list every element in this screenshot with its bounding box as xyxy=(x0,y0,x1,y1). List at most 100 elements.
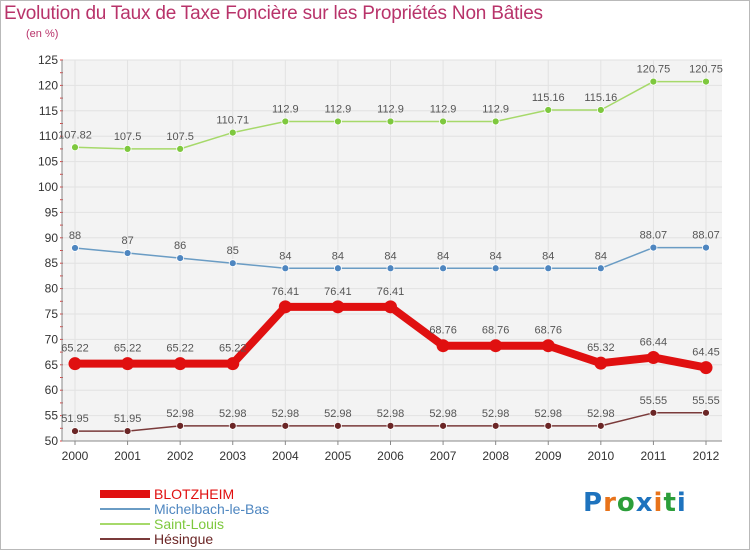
legend-label: Saint-Louis xyxy=(154,516,225,532)
data-label: 65.32 xyxy=(587,342,615,354)
data-label: 120.75 xyxy=(689,64,723,76)
chart-title: Evolution du Taux de Taxe Foncière sur l… xyxy=(4,3,543,24)
data-label: 84 xyxy=(542,250,554,262)
data-point xyxy=(334,117,342,126)
series-saint-louis: 107.82 107.5 107.5 110.71 112.9 112.9 112.9 112… xyxy=(58,64,723,153)
data-point xyxy=(491,421,500,430)
y-tick-label: 65 xyxy=(45,358,59,372)
y-tick-label: 110 xyxy=(39,129,58,143)
y-tick-label: 70 xyxy=(45,332,59,346)
data-point xyxy=(71,427,79,435)
chart-subtitle: (en %) xyxy=(26,28,59,40)
data-point xyxy=(384,300,397,314)
data-label: 86 xyxy=(174,240,186,252)
data-label: 112.9 xyxy=(325,103,352,115)
x-tick-label: 2011 xyxy=(641,449,667,463)
data-point xyxy=(596,264,605,273)
data-label: 112.9 xyxy=(377,103,404,115)
series-blotzheim: 65.22 65.22 65.22 65.22 76.41 76.41 76.41 68.76… xyxy=(61,286,720,375)
data-label: 88.07 xyxy=(640,230,668,242)
data-point xyxy=(281,421,290,430)
data-point xyxy=(176,254,185,263)
data-point xyxy=(702,408,710,417)
data-point xyxy=(596,421,605,430)
data-label: 88 xyxy=(69,230,81,242)
x-tick-label: 2000 xyxy=(62,449,89,463)
data-point xyxy=(386,264,395,273)
data-label: 84 xyxy=(437,250,449,262)
y-tick-label: 115 xyxy=(39,104,58,118)
line-chart: 50 55 60 65 70 75 80 85 90 95 100 105 110 115 120 125 20… xyxy=(38,53,723,463)
legend-label: Hésingue xyxy=(154,531,214,547)
data-label: 107.5 xyxy=(114,131,142,143)
data-label: 120.75 xyxy=(637,64,671,76)
data-label: 115.16 xyxy=(532,92,565,104)
data-point xyxy=(544,264,553,273)
y-tick-label: 125 xyxy=(38,53,58,67)
y-tick-label: 100 xyxy=(38,180,58,194)
data-label: 110.71 xyxy=(216,115,249,127)
data-point xyxy=(439,264,447,273)
y-tick-label: 50 xyxy=(45,434,59,448)
data-label: 51.95 xyxy=(61,413,89,425)
x-tick-label: 2010 xyxy=(587,449,614,463)
data-point xyxy=(544,421,553,430)
y-tick-label: 55 xyxy=(45,409,59,423)
data-point xyxy=(702,243,710,252)
logo-letter: i xyxy=(676,488,687,518)
data-label: 76.41 xyxy=(324,286,352,298)
data-label: 84 xyxy=(332,250,344,262)
data-label: 112.9 xyxy=(482,103,509,115)
data-label: 52.98 xyxy=(482,408,510,420)
data-point xyxy=(176,144,185,153)
x-tick-label: 2004 xyxy=(272,449,299,463)
data-label: 52.98 xyxy=(429,408,457,420)
y-tick-label: 60 xyxy=(45,383,59,397)
data-point xyxy=(281,264,290,273)
data-label: 84 xyxy=(490,250,502,262)
series-michelbach-le-bas: 88 87 86 85 84 84 84 84 84 84 84 88.07 88.07 xyxy=(69,230,720,273)
data-point xyxy=(702,77,710,86)
data-label: 107.82 xyxy=(58,129,92,141)
data-point xyxy=(386,117,395,126)
data-point xyxy=(123,427,132,435)
data-point xyxy=(491,264,500,273)
data-point xyxy=(649,408,658,417)
data-label: 84 xyxy=(384,250,396,262)
data-label: 112.9 xyxy=(430,103,457,115)
y-tick-label: 90 xyxy=(45,231,59,245)
data-point xyxy=(439,421,447,430)
data-label: 64.45 xyxy=(692,347,720,359)
x-tick-label: 2012 xyxy=(693,449,720,463)
data-point xyxy=(331,300,345,314)
data-label: 52.98 xyxy=(377,408,405,420)
x-tick-label: 2006 xyxy=(377,449,404,463)
data-point xyxy=(646,350,660,364)
data-label: 65.22 xyxy=(61,343,89,355)
logo-letter: t xyxy=(663,488,677,518)
x-tick-label: 2007 xyxy=(430,449,457,463)
data-point xyxy=(439,117,447,126)
data-point xyxy=(489,339,503,353)
x-tick-label: 2003 xyxy=(219,449,246,463)
data-label: 107.5 xyxy=(166,131,194,143)
data-point xyxy=(386,421,395,430)
data-point xyxy=(436,339,450,353)
data-point xyxy=(228,128,237,137)
y-tick-label: 75 xyxy=(45,307,59,321)
legend-label: Michelbach-le-Bas xyxy=(154,501,270,517)
data-label: 52.98 xyxy=(534,408,562,420)
data-label: 65.22 xyxy=(166,343,194,355)
x-tick-label: 2001 xyxy=(114,449,141,463)
data-point xyxy=(334,421,342,430)
data-point xyxy=(123,144,132,153)
series-hesingue: 51.95 51.95 52.98 52.98 52.98 52.98 52.98 52.98… xyxy=(61,395,720,435)
data-point xyxy=(68,357,82,371)
legend-swatch xyxy=(100,523,150,525)
data-label: 52.98 xyxy=(272,408,300,420)
data-point xyxy=(491,117,500,126)
legend-swatch xyxy=(100,490,150,498)
logo-letter: P xyxy=(583,488,604,518)
y-tick-label: 85 xyxy=(45,256,59,270)
data-point xyxy=(544,106,553,114)
